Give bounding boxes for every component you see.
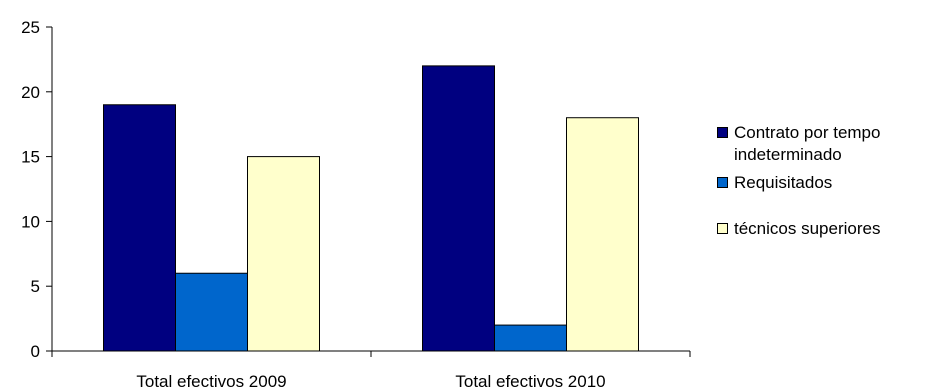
y-tick-label: 25 [21,18,40,37]
legend-swatch [717,177,728,188]
bar [103,104,176,352]
legend: Contrato por tempo indeterminado Requisit… [715,122,933,240]
x-category-label: Total efectivos 2009 [136,372,286,391]
legend-item: técnicos superiores [715,218,933,240]
x-category-label: Total efectivos 2010 [455,372,605,391]
legend-swatch [717,127,728,138]
y-tick-label: 5 [31,277,40,296]
legend-label: Requisitados [734,173,833,192]
y-tick-label: 15 [21,148,40,167]
x-axis: Total efectivos 2009 Total efectivos 2010 [51,350,691,391]
y-axis: 0 5 10 15 20 25 [21,18,53,361]
legend-item: Requisitados [715,172,933,194]
y-tick-label: 10 [21,212,40,231]
bar [175,272,248,352]
bar [566,117,639,352]
bar [247,156,320,352]
bar [494,324,567,352]
legend-label: Contrato por tempo indeterminado [734,123,881,164]
legend-label: técnicos superiores [734,219,881,238]
legend-item: Contrato por tempo indeterminado [715,122,933,166]
legend-swatch [717,223,728,234]
y-tick-label: 20 [21,83,40,102]
bar [422,65,495,352]
bars [103,65,639,352]
y-tick-label: 0 [31,342,40,361]
